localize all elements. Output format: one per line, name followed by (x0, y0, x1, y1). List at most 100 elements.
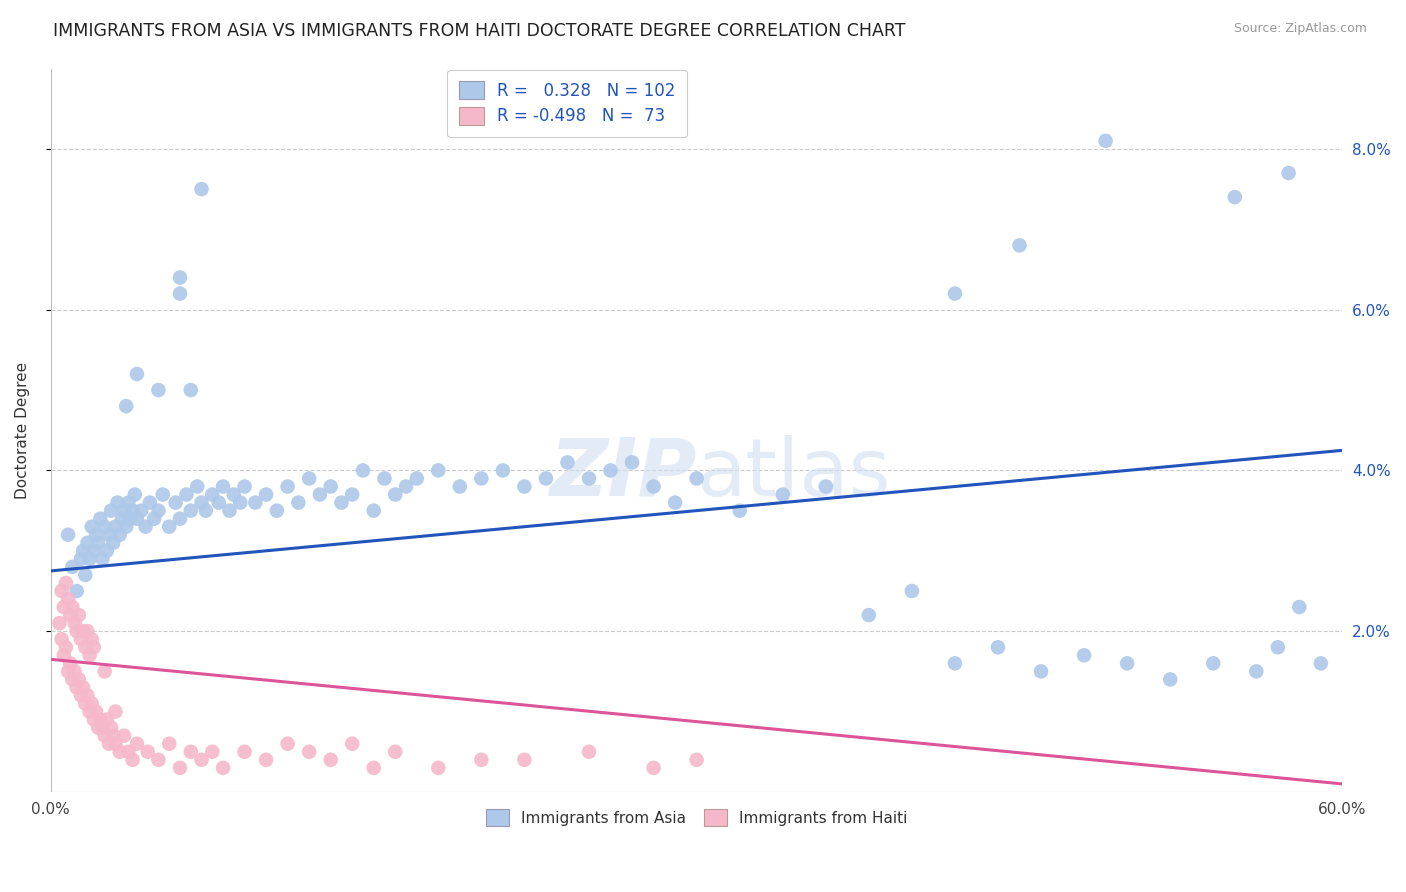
Point (470, 753, 492, 767)
Point (405, 471, 427, 485)
Point (578, 471, 600, 485)
Point (91, 721, 114, 735)
Point (643, 761, 665, 775)
Point (70, 632, 93, 647)
Point (208, 495, 231, 509)
Point (298, 745, 321, 759)
Point (100, 721, 122, 735)
Point (1309, 657, 1331, 671)
Point (115, 519, 138, 533)
Point (60, 560, 83, 574)
Point (51, 584, 73, 599)
Point (148, 753, 170, 767)
Point (194, 503, 217, 517)
Point (1223, 190, 1246, 204)
Point (309, 487, 332, 501)
Point (1094, 134, 1116, 148)
Point (578, 745, 600, 759)
Point (75, 640, 97, 655)
Text: atlas: atlas (696, 434, 891, 513)
Point (266, 503, 288, 517)
Point (96, 713, 118, 727)
Point (363, 503, 385, 517)
Point (152, 487, 174, 501)
Point (176, 487, 198, 501)
Point (180, 745, 202, 759)
Point (72, 681, 94, 695)
Point (51, 632, 73, 647)
Point (89, 511, 111, 525)
Point (201, 745, 224, 759)
Point (66, 584, 89, 599)
Point (60, 673, 83, 687)
Point (233, 479, 256, 493)
Point (84, 705, 107, 719)
Point (245, 495, 267, 509)
Point (79, 705, 101, 719)
Point (557, 455, 579, 469)
Point (83, 544, 105, 558)
Point (1159, 673, 1181, 687)
Point (59, 608, 82, 623)
Point (1073, 648, 1095, 663)
Point (643, 479, 665, 493)
Point (664, 495, 686, 509)
Point (492, 463, 515, 477)
Point (72, 544, 94, 558)
Point (427, 761, 450, 775)
Point (55, 640, 77, 655)
Point (103, 535, 125, 549)
Point (108, 745, 131, 759)
Point (287, 495, 309, 509)
Point (80, 697, 103, 711)
Point (212, 479, 235, 493)
Point (96, 544, 118, 558)
Point (298, 471, 321, 485)
Point (190, 182, 212, 196)
Point (87, 721, 110, 735)
Point (112, 503, 135, 517)
Point (117, 745, 139, 759)
Point (104, 737, 127, 751)
Point (277, 479, 299, 493)
Point (165, 495, 187, 509)
Point (93, 519, 115, 533)
Point (180, 383, 202, 397)
Point (534, 471, 557, 485)
Point (75, 568, 97, 582)
Point (60, 600, 83, 615)
Point (79, 648, 101, 663)
Point (599, 463, 621, 477)
Point (352, 463, 374, 477)
Point (169, 270, 191, 285)
Point (277, 737, 299, 751)
Point (66, 681, 89, 695)
Point (104, 519, 127, 533)
Point (76, 689, 98, 703)
Point (1246, 665, 1268, 679)
Point (97, 527, 120, 541)
Point (125, 511, 148, 525)
Point (103, 729, 125, 743)
Point (59, 657, 82, 671)
Point (125, 367, 148, 381)
Point (513, 753, 536, 767)
Point (63, 665, 86, 679)
Point (66, 624, 89, 639)
Point (229, 495, 252, 509)
Point (87, 535, 110, 549)
Point (79, 552, 101, 566)
Point (169, 761, 191, 775)
Legend: Immigrants from Asia, Immigrants from Haiti: Immigrants from Asia, Immigrants from Ha… (477, 800, 917, 835)
Point (186, 479, 208, 493)
Point (180, 503, 202, 517)
Point (363, 761, 385, 775)
Point (218, 503, 240, 517)
Point (987, 640, 1010, 655)
Point (56, 665, 79, 679)
Point (76, 624, 98, 639)
Point (117, 495, 139, 509)
Point (63, 616, 86, 631)
Point (395, 479, 418, 493)
Point (100, 503, 122, 517)
